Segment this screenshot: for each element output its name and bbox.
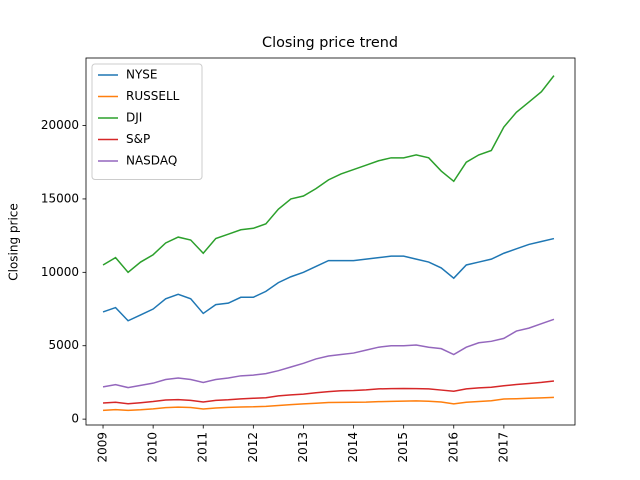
legend: NYSE RUSSELL DJI S&P NASDAQ bbox=[91, 63, 203, 180]
y-tick-label: 0 bbox=[71, 412, 79, 426]
series-line bbox=[102, 237, 555, 322]
series-line bbox=[102, 318, 555, 389]
legend-label: S&P bbox=[126, 132, 150, 146]
x-tick-label: 2016 bbox=[446, 432, 460, 463]
x-tick-label: 2012 bbox=[246, 432, 260, 463]
series-line bbox=[102, 396, 554, 412]
x-tick-label: 2009 bbox=[96, 432, 110, 463]
legend-label: RUSSELL bbox=[126, 89, 180, 103]
chart-title: Closing price trend bbox=[262, 35, 398, 51]
y-tick-label: 10000 bbox=[41, 265, 79, 279]
y-tick-label: 20000 bbox=[41, 118, 79, 132]
legend-label: NYSE bbox=[126, 68, 158, 82]
x-tick-label: 2013 bbox=[296, 432, 310, 463]
y-axis-label: Closing price bbox=[7, 203, 21, 281]
x-tick-label: 2015 bbox=[396, 432, 410, 463]
series-line bbox=[102, 380, 555, 405]
x-tick-label: 2014 bbox=[346, 432, 360, 463]
x-tick-label: 2011 bbox=[196, 432, 210, 463]
x-tick-label: 2010 bbox=[146, 432, 160, 463]
legend-label: NASDAQ bbox=[126, 154, 177, 168]
series-line bbox=[102, 75, 555, 274]
legend-label: DJI bbox=[126, 111, 142, 125]
plot-frame bbox=[85, 57, 576, 426]
x-tick-label: 2017 bbox=[496, 432, 510, 463]
y-tick-label: 15000 bbox=[41, 191, 79, 205]
y-tick-label: 5000 bbox=[48, 338, 79, 352]
legend-box bbox=[91, 63, 203, 180]
